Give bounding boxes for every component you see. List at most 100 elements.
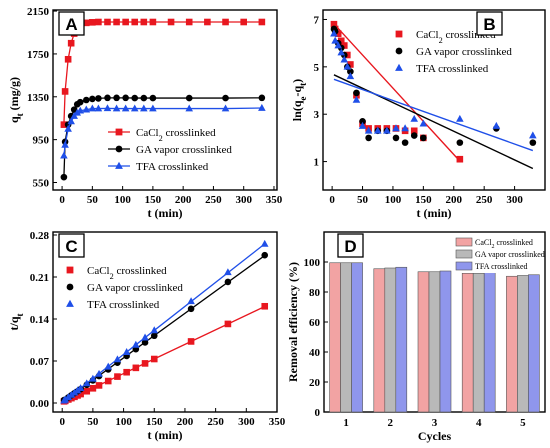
data-point [383, 126, 391, 134]
data-point [104, 362, 113, 370]
data-point [353, 89, 360, 97]
data-point [61, 88, 69, 95]
panel-a: 0 50 100 150 200 250 300 350 550 950 1350 1750 2150 t… [7, 6, 283, 220]
data-point [83, 387, 91, 395]
data-point [258, 94, 266, 102]
panel-tag-box [476, 11, 503, 36]
data-point [373, 126, 382, 134]
data-point [334, 30, 342, 37]
data-point [224, 278, 232, 286]
data-point [67, 39, 75, 47]
legend-label: GA vapor crosslinked [416, 46, 512, 58]
data-point [529, 139, 537, 146]
legend-label-part-0: CaCl [416, 29, 439, 41]
data-point [104, 18, 111, 26]
legend-swatch [455, 237, 473, 247]
legend-label-part-1: 2 [439, 36, 443, 45]
data-point [330, 20, 338, 28]
x-tick-label: 3 [432, 417, 438, 429]
data-point [61, 140, 69, 148]
data-point [64, 124, 72, 132]
x-axis-label: Cycles [418, 429, 452, 443]
panel-tag-label: C [65, 237, 77, 256]
data-point [352, 95, 361, 103]
data-point [82, 105, 91, 113]
panel-b: 0 50 100 150 200 250 300 1 3 5 7 t (min) ln(qe-qt) Ca… [290, 9, 546, 220]
x-tick-label: 150 [145, 194, 162, 206]
data-point [258, 18, 266, 26]
legend-label-part-0: TFA crosslinked [416, 63, 489, 75]
data-point [410, 127, 418, 135]
data-point [113, 18, 120, 26]
bar [340, 262, 352, 413]
data-point [337, 48, 346, 56]
y-axis-label-part-0: q [7, 116, 21, 123]
legend-label-part-0: CaCl [87, 265, 110, 277]
legend-label-part-0: GA vapor crosslinked [475, 250, 545, 259]
data-point [410, 132, 418, 139]
legend-label-part-0: CaCl [475, 238, 492, 247]
legend-label-part-1: 2 [159, 134, 163, 143]
y-axis-label-part-2: (mg/g) [7, 77, 21, 113]
data-point [492, 121, 501, 129]
data-point [89, 95, 96, 103]
data-point [392, 124, 400, 132]
data-point [343, 62, 352, 70]
data-point [114, 373, 121, 380]
y-tick-label: 0.14 [30, 314, 50, 326]
bar [517, 275, 529, 413]
fit-line [333, 78, 534, 152]
x-axis-label: t (min) [148, 428, 183, 442]
panel-tag-label: D [344, 237, 356, 256]
bar [329, 262, 341, 413]
y-tick-label: 1 [314, 157, 320, 169]
data-point [76, 106, 85, 114]
series-circle [330, 25, 537, 170]
series-line [63, 21, 262, 125]
data-point [113, 94, 120, 102]
data-point [104, 377, 112, 385]
data-point [340, 42, 348, 49]
data-point [149, 18, 157, 26]
data-point [130, 104, 139, 112]
legend-label: TFA crosslinked [416, 63, 489, 75]
legend-label: CaCl2 crosslinked [87, 265, 167, 281]
x-tick-label: 100 [385, 194, 402, 206]
bar [417, 271, 430, 413]
data-point [122, 94, 129, 102]
legend-entry: CaCl2 crosslinked [66, 265, 167, 281]
data-point [167, 18, 175, 26]
x-tick-label: 300 [506, 194, 523, 206]
y-axis-label: t/qt [7, 313, 25, 330]
data-point [529, 131, 537, 139]
x-tick-label: 200 [446, 194, 463, 206]
y-tick-label: 3 [314, 109, 320, 121]
panel-d: 1 2 3 4 5 0 20 40 60 80 100 Cycles Removal efficienc… [286, 231, 546, 443]
x-tick-label: 350 [266, 194, 283, 206]
data-point [150, 326, 159, 334]
x-tick-label: 100 [115, 416, 132, 428]
y-tick-label: 950 [33, 135, 50, 147]
legend-label: GA vapor crosslinked [475, 250, 545, 259]
x-tick-label: 1 [343, 417, 349, 429]
data-point [334, 41, 343, 49]
y-tick-label: 1750 [27, 49, 50, 61]
panel-tag-box [58, 233, 85, 258]
data-point [140, 104, 148, 112]
fit-line [333, 23, 461, 162]
legend-label: GA vapor crosslinked [87, 282, 183, 294]
data-point [95, 382, 103, 389]
data-point [365, 134, 372, 142]
y-tick-label: 0.07 [30, 356, 50, 368]
legend-label-part-0: CaCl [136, 127, 159, 139]
data-point [456, 139, 464, 146]
y-axis-label: qt (mg/g) [7, 77, 25, 123]
y-tick-label: 0 [315, 407, 321, 419]
panel-tag-label: B [483, 15, 495, 34]
data-point [364, 126, 373, 134]
data-point [401, 139, 409, 146]
data-point [456, 155, 464, 163]
data-point [88, 104, 97, 112]
data-point [185, 104, 194, 112]
